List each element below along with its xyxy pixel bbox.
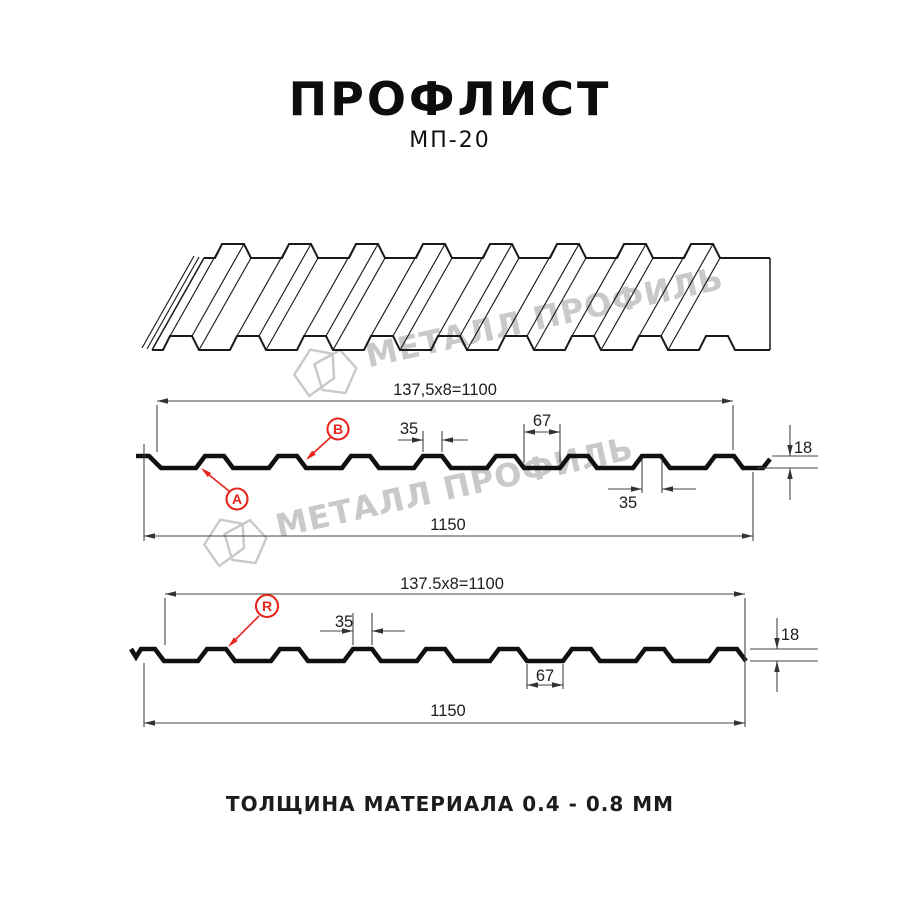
material-thickness-note: ТОЛЩИНА МАТЕРИАЛА 0.4 - 0.8 ММ: [225, 792, 675, 816]
dim-module-width-a: 137,5x8=1100: [393, 381, 497, 399]
profile-cross-section-r: [129, 646, 748, 664]
page-subtitle: МП-20: [409, 128, 491, 153]
dim-height-a: 18: [794, 439, 812, 457]
dim-rib-bottom-a: 35: [619, 494, 637, 512]
dim-valley-a: 67: [533, 412, 551, 430]
dimension-lines-a: [143, 400, 818, 541]
dim-height-r: 18: [781, 626, 799, 644]
callout-b-circle: [326, 417, 350, 441]
callout-b-letter: B: [333, 421, 343, 437]
callout-r-letter: R: [262, 598, 272, 614]
dim-valley-r: 67: [536, 667, 554, 685]
profile-3d-sketch: [141, 243, 771, 351]
section-side-r: 137.5x8=1100 35 67 18 1150 R: [129, 575, 818, 727]
dim-rib-top-r: 35: [335, 613, 353, 631]
dimension-lines-r: [143, 593, 818, 727]
page-title: ПРОФЛИСТ: [288, 72, 612, 126]
callout-a-letter: A: [232, 491, 242, 507]
dim-overall-width-a: 1150: [430, 516, 465, 534]
profile-cross-section-a: [136, 453, 772, 471]
dim-rib-top-a: 35: [400, 420, 418, 438]
section-side-a: 137,5x8=1100 35 67 18 35 1150 A B: [136, 381, 818, 541]
callout-a-circle: [225, 487, 249, 511]
dim-overall-width-r: 1150: [430, 702, 465, 720]
dim-module-width-r: 137.5x8=1100: [400, 575, 504, 593]
callout-r-circle: [254, 593, 280, 619]
